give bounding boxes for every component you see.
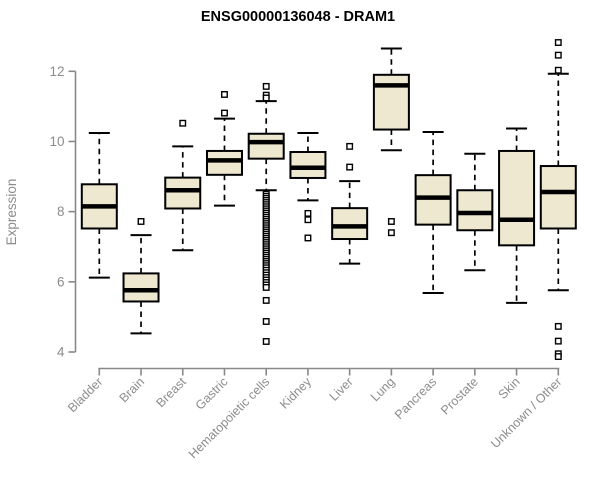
outlier-point-hematopoietic-cells — [262, 82, 270, 90]
y-axis-label: Expression — [4, 179, 19, 246]
outlier-point-hematopoietic-cells — [262, 94, 270, 102]
outlier-point-breast — [179, 119, 187, 127]
y-tick-label: 12 — [49, 64, 64, 79]
box-lung — [372, 73, 410, 131]
box-unknown-other — [539, 165, 577, 230]
outlier-point-unknown-other — [554, 322, 562, 330]
outlier-point-liver — [346, 142, 354, 150]
outlier-point-hematopoietic-cells — [262, 318, 270, 325]
boxplot-unknown-other — [539, 39, 577, 361]
outlier-point-lung — [387, 229, 395, 237]
boxplot-breast — [164, 119, 202, 252]
boxplot-skin — [498, 127, 536, 304]
box-brain — [122, 272, 160, 303]
outlier-point-hematopoietic-cells — [262, 338, 270, 345]
outlier-point-kidney — [304, 209, 312, 217]
boxplot-lung — [372, 47, 410, 237]
outlier-point-lung — [387, 218, 395, 225]
y-tick-label: 6 — [57, 274, 65, 289]
box-hematopoietic-cells — [247, 132, 285, 160]
outlier-point-liver — [346, 163, 354, 171]
boxplot-bladder — [80, 132, 118, 279]
box-gastric — [205, 149, 243, 176]
y-tick-label: 8 — [57, 204, 65, 219]
boxplot-kidney — [289, 132, 327, 242]
outlier-point-unknown-other — [554, 337, 562, 345]
outlier-point-unknown-other — [554, 51, 562, 59]
box-liver — [331, 207, 369, 241]
outlier-point-kidney — [304, 216, 312, 224]
outlier-point-hematopoietic-cells — [262, 283, 270, 291]
box-prostate — [456, 189, 494, 232]
outlier-point-unknown-other — [554, 66, 562, 74]
y-tick-label: 4 — [57, 345, 65, 360]
boxplot-brain — [122, 218, 160, 335]
box-kidney — [289, 151, 327, 179]
boxplot-pancreas — [414, 131, 452, 295]
outlier-point-kidney — [304, 234, 312, 242]
boxes-group — [80, 39, 577, 361]
boxplot-prostate — [456, 152, 494, 272]
outlier-point-gastric — [221, 109, 228, 117]
box-skin — [498, 149, 536, 247]
outlier-point-unknown-other — [554, 39, 562, 46]
outlier-point-hematopoietic-cells — [262, 296, 270, 304]
boxplot-gastric — [205, 91, 243, 207]
box-breast — [164, 176, 202, 210]
outlier-point-brain — [137, 218, 145, 225]
boxplot-hematopoietic-cells — [247, 82, 285, 345]
boxplot-liver — [331, 142, 369, 265]
box-pancreas — [414, 174, 452, 226]
chart-title: ENSG00000136048 - DRAM1 — [201, 9, 395, 25]
y-tick-label: 10 — [49, 134, 64, 149]
outlier-point-gastric — [221, 91, 228, 98]
outlier-point-unknown-other — [554, 353, 562, 361]
